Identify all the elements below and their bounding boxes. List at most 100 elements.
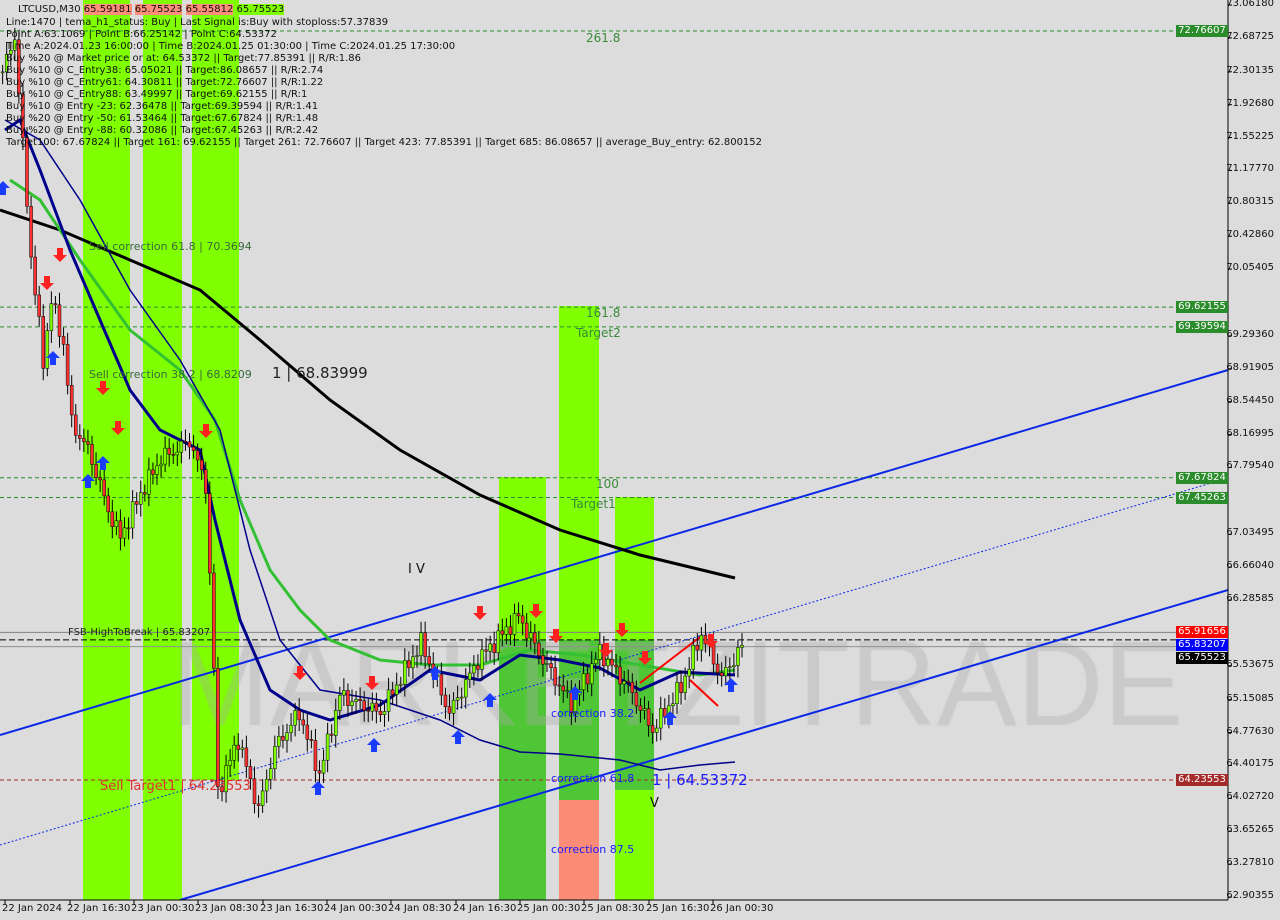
ohlc-high: 65.75523: [134, 4, 183, 15]
candle-body: [0, 71, 5, 74]
y-tick-label: 64.77630: [1226, 725, 1274, 737]
price-tag: 65.75523: [1176, 652, 1228, 665]
x-tick-label: 24 Jan 16:30: [453, 903, 517, 914]
y-tick-label: 70.42860: [1226, 229, 1274, 241]
candle-body: [703, 634, 708, 645]
sell-arrow-icon: [704, 634, 718, 648]
annotation-sell-target: Sell Target1 | 64.23553: [100, 779, 251, 794]
candle-body: [500, 630, 505, 635]
candle-body: [232, 744, 236, 761]
candle-body: [147, 469, 151, 495]
y-tick-label: 70.80315: [1226, 196, 1274, 208]
zigzag-line: [639, 636, 701, 684]
y-tick-label: 70.05405: [1226, 262, 1274, 274]
candle-body: [110, 511, 115, 528]
candle-body: [122, 527, 127, 539]
candle-body: [305, 724, 310, 740]
candle-body: [216, 668, 220, 788]
buy-arrow-icon: [483, 693, 497, 707]
annotation-fib-161: 161.8: [586, 306, 621, 320]
x-tick-label: 25 Jan 16:30: [646, 903, 710, 914]
candle-body: [610, 658, 614, 666]
candle-body: [480, 649, 484, 670]
candle-body: [301, 719, 305, 726]
candle-body: [338, 694, 342, 711]
y-tick-label: 72.30135: [1226, 64, 1274, 76]
candle-body: [248, 766, 253, 780]
candle-body: [553, 667, 557, 686]
candle-body: [33, 256, 37, 296]
info-line: Buy %20 @ Market price or at: 64.53372 |…: [6, 53, 362, 64]
candle-body: [699, 634, 704, 651]
candle-body: [269, 768, 273, 780]
candle-body: [508, 626, 513, 635]
buy-arrow-icon: [663, 711, 677, 725]
annotation-target1: Target1: [571, 497, 616, 511]
y-tick-label: 65.15085: [1226, 692, 1274, 704]
y-tick-label: 64.40175: [1226, 758, 1274, 770]
candle-body: [236, 744, 240, 750]
buy-arrow-icon: [81, 474, 95, 488]
candle-body: [155, 465, 159, 475]
indicator-lines: [0, 117, 1229, 901]
candle-body: [687, 668, 691, 677]
candle-body: [606, 658, 610, 667]
buy-arrow-icon: [568, 686, 582, 700]
candle-body: [622, 680, 626, 685]
candle-body: [25, 137, 29, 207]
annotation-corr-38: correction 38.2: [551, 707, 635, 720]
y-tick-label: 63.65265: [1226, 824, 1274, 836]
y-tick-label: 65.53675: [1226, 658, 1274, 670]
sell-arrow-icon: [549, 629, 563, 643]
candle-body: [659, 708, 663, 729]
x-tick-label: 25 Jan 08:30: [581, 903, 645, 914]
candle-body: [512, 613, 517, 635]
candle-body: [439, 674, 444, 696]
x-tick-label: 24 Jan 08:30: [388, 903, 452, 914]
candle-body: [90, 444, 94, 465]
candle-body: [476, 665, 480, 670]
candle-body: [403, 660, 407, 685]
sell-arrow-icon: [365, 676, 379, 690]
y-tick-label: 72.68725: [1226, 30, 1274, 42]
annotation-sell-corr-38: Sell correction 38.2 | 68.8209: [89, 368, 252, 381]
candle-body: [309, 739, 314, 741]
info-line: Buy %10 @ Entry -23: 62.36478 || Target:…: [6, 101, 319, 112]
candle-body: [516, 613, 521, 617]
candle-body: [427, 656, 431, 665]
y-tick-label: 66.66040: [1226, 560, 1274, 572]
candle-body: [126, 527, 131, 530]
tema-line: [4, 117, 736, 722]
candle-body: [549, 663, 553, 668]
info-line: Buy %10 @ C_Entry61: 64.30811 || Target:…: [6, 77, 324, 88]
candle-body: [581, 673, 586, 690]
buy-arrow-icon: [0, 181, 10, 195]
candle-body: [642, 708, 647, 711]
candle-body: [374, 702, 379, 712]
candle-body: [69, 385, 74, 416]
candle-body: [455, 697, 460, 701]
candle-body: [740, 645, 744, 648]
candle-body: [691, 645, 695, 670]
buy-arrow-icon: [96, 456, 110, 470]
price-axis-panel: [1228, 0, 1280, 920]
candle-body: [277, 736, 281, 747]
buy-arrow-icon: [311, 781, 325, 795]
candle-body: [382, 711, 387, 715]
info-line: Line:1470 | tema_h1_status: Buy | Last S…: [6, 17, 389, 28]
candle-body: [29, 206, 33, 258]
candle-body: [134, 501, 139, 505]
candle-body: [719, 672, 724, 677]
candle-body: [321, 759, 326, 774]
candle-body: [9, 50, 13, 55]
candle-body: [289, 724, 293, 733]
candle-body: [492, 643, 496, 653]
candle-body: [468, 672, 472, 680]
candle-body: [163, 447, 167, 465]
candle-body: [679, 682, 683, 693]
ma-thin-line: [4, 119, 736, 771]
candle-body: [589, 663, 594, 685]
candle-body: [167, 447, 171, 455]
price-tag: 69.39594: [1176, 320, 1228, 333]
